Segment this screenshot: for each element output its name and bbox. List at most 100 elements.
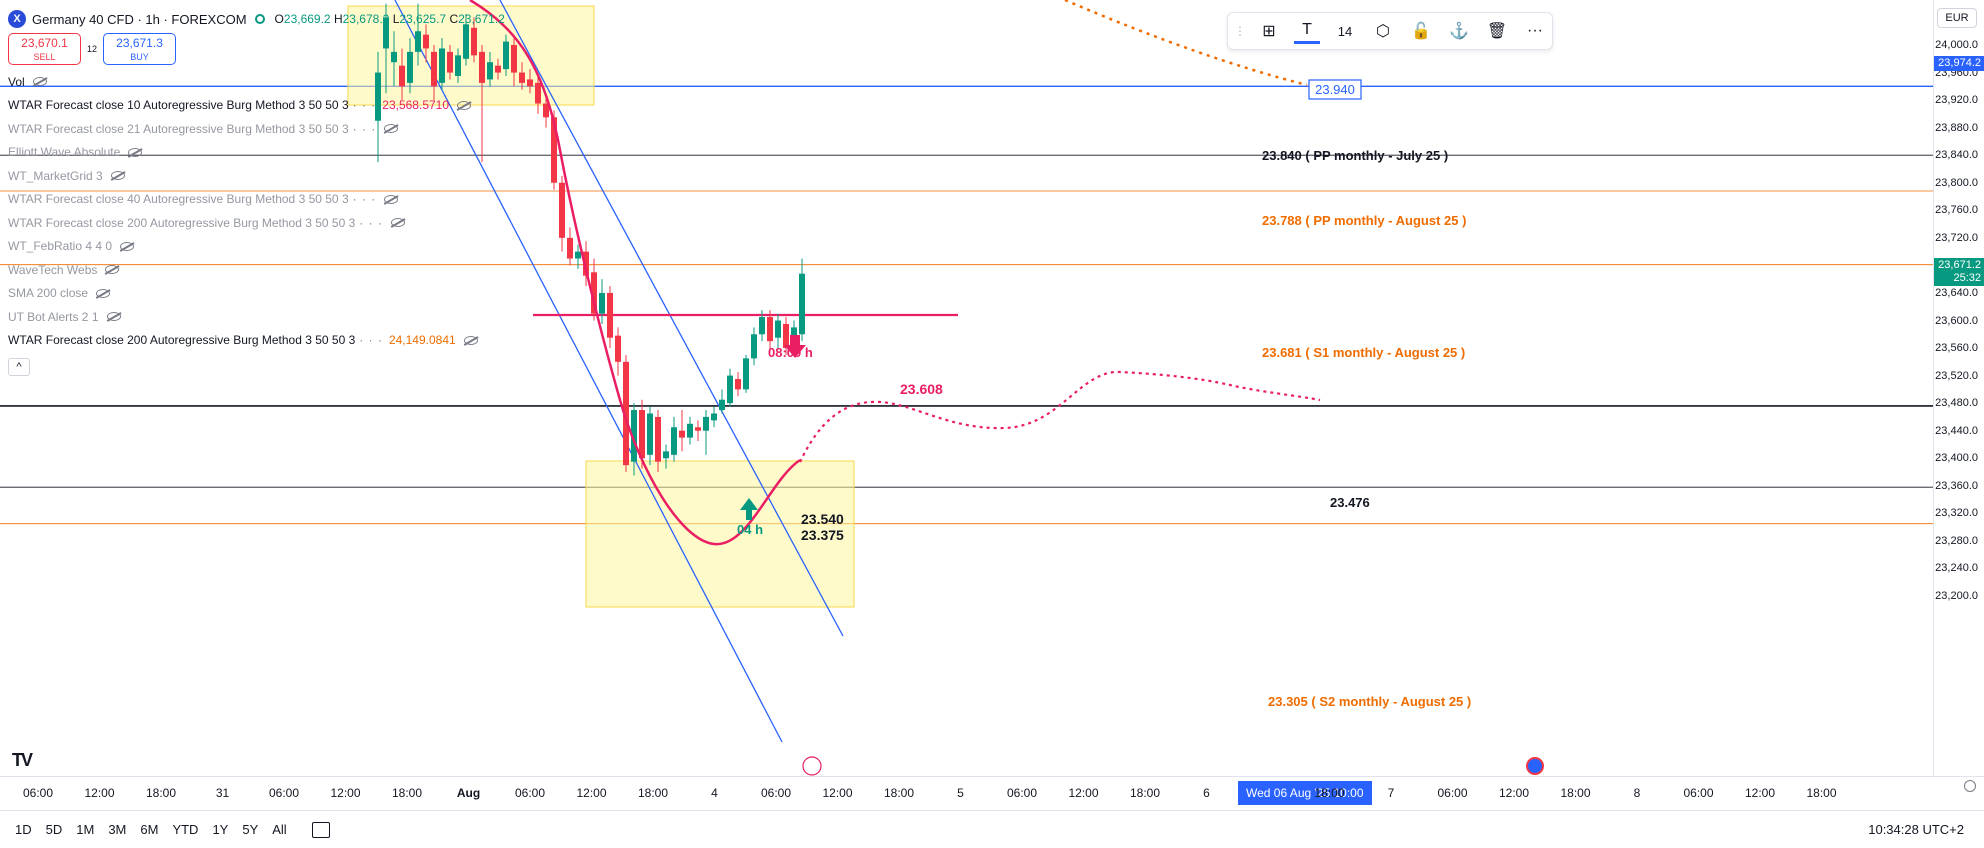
- indicator-row[interactable]: WTAR Forecast close 40 Autoregressive Bu…: [8, 188, 478, 212]
- gear-icon[interactable]: [1964, 780, 1976, 792]
- trash-icon[interactable]: 🗑: [1484, 18, 1510, 44]
- drawing-toolbar[interactable]: ⋮ ⊞ T 14 ⬡ 🔓 ⚓ 🗑 ···: [1227, 12, 1553, 50]
- channel-line-lower: [394, 0, 783, 743]
- range-button-ytd[interactable]: YTD: [172, 822, 199, 837]
- zone-box-lower: [585, 460, 855, 608]
- range-button-all[interactable]: All: [272, 822, 287, 837]
- label-08h: 08:00 h: [768, 345, 813, 360]
- range-button-6m[interactable]: 6M: [140, 822, 159, 837]
- time-tick-label: 12:00: [84, 786, 115, 800]
- time-tick-label: 12:00: [1068, 786, 1099, 800]
- channel-line-upper: [499, 0, 844, 637]
- candle-body: [767, 317, 773, 342]
- buy-button[interactable]: 23,671.3 BUY: [103, 33, 177, 65]
- symbol-row[interactable]: X Germany 40 CFD · 1h · FOREXCOM O23,669…: [8, 8, 505, 30]
- price-scale[interactable]: 24,000.0 23,960.0 23,920.0 23,880.0 23,840.0…: [1933, 0, 1984, 776]
- label-pp-august: 23.788 ( PP monthly - August 25 ): [1262, 213, 1466, 228]
- price-chart[interactable]: 23.940 23.840 ( PP monthly - July 25 ) 23.…: [0, 0, 1933, 776]
- tradingview-logo-icon[interactable]: TV: [12, 750, 33, 770]
- indicator-row[interactable]: WT_MarketGrid 3: [8, 164, 478, 188]
- candle-body: [447, 51, 453, 73]
- clock[interactable]: 10:34:28 UTC+2: [1868, 822, 1964, 837]
- hidden-eye-icon[interactable]: [384, 124, 399, 134]
- candle-body: [655, 416, 661, 462]
- time-tick-label: 12:00: [576, 786, 607, 800]
- time-tick-label: 12:00: [330, 786, 361, 800]
- font-size[interactable]: 14: [1332, 18, 1358, 44]
- indicator-row[interactable]: WTAR Forecast close 21 Autoregressive Bu…: [8, 117, 478, 141]
- time-axis[interactable]: Wed 06 Aug '25 10:00 06:00 12:00 18:00 31 06…: [0, 776, 1984, 810]
- candle-body: [479, 51, 485, 83]
- range-button-5d[interactable]: 5D: [45, 822, 63, 837]
- indicator-name: WaveTech Webs: [8, 262, 98, 277]
- hidden-eye-icon[interactable]: [106, 312, 121, 322]
- symbol-title[interactable]: Germany 40 CFD · 1h · FOREXCOM: [32, 11, 247, 27]
- label-23540: 23.540: [801, 511, 844, 527]
- time-tick-label: 06:00: [22, 786, 54, 800]
- bottom-toolbar: 1D 5D 1M 3M 6M YTD 1Y 5Y All 10:34:28 UTC+2: [0, 810, 1984, 848]
- indicator-row[interactable]: WaveTech Webs: [8, 258, 478, 282]
- lock-icon[interactable]: 🔓: [1408, 18, 1434, 44]
- candle-body: [703, 416, 709, 431]
- hidden-eye-icon[interactable]: [128, 147, 143, 157]
- templates-icon[interactable]: ⊞: [1256, 18, 1282, 44]
- range-button-5y[interactable]: 5Y: [242, 822, 259, 837]
- symbol-legend: X Germany 40 CFD · 1h · FOREXCOM O23,669…: [8, 8, 505, 30]
- indicator-name: Vol: [8, 74, 25, 89]
- hidden-eye-icon[interactable]: [384, 194, 399, 204]
- anchor-icon[interactable]: ⚓: [1446, 18, 1472, 44]
- collapse-legend-button[interactable]: ^: [8, 358, 30, 376]
- candle-body: [559, 182, 565, 238]
- candle-body: [551, 117, 557, 183]
- hidden-eye-icon[interactable]: [390, 218, 405, 228]
- indicator-row[interactable]: WTAR Forecast close 10 Autoregressive Bu…: [8, 94, 478, 118]
- candle-body: [663, 451, 669, 459]
- label-23476: 23.476: [1330, 495, 1370, 510]
- buy-label: BUY: [130, 52, 149, 62]
- hidden-eye-icon[interactable]: [96, 288, 111, 298]
- price-tick-label: 23,640.0: [1935, 286, 1978, 299]
- time-tick-label: 06:00: [268, 786, 300, 800]
- indicator-row[interactable]: WTAR Forecast close 200 Autoregressive B…: [8, 329, 478, 353]
- hidden-eye-icon[interactable]: [110, 171, 125, 181]
- candle-body: [399, 65, 405, 87]
- current-price: 23,671.2: [1938, 259, 1981, 272]
- indicator-row[interactable]: WTAR Forecast close 200 Autoregressive B…: [8, 211, 478, 235]
- indicator-more-icon: · · ·: [352, 192, 377, 207]
- indicator-name: WT_FebRatio 4 4 0: [8, 239, 113, 254]
- range-button-1y[interactable]: 1Y: [212, 822, 229, 837]
- more-icon[interactable]: ···: [1522, 18, 1548, 44]
- candle-body: [687, 423, 693, 438]
- hidden-eye-icon[interactable]: [120, 241, 135, 251]
- label-23608: 23.608: [900, 381, 943, 397]
- calendar-icon[interactable]: [311, 821, 330, 838]
- candle-body: [407, 51, 413, 83]
- text-color-icon[interactable]: T: [1294, 18, 1320, 44]
- indicator-row[interactable]: WT_FebRatio 4 4 0: [8, 235, 478, 259]
- range-button-3m[interactable]: 3M: [108, 822, 127, 837]
- range-button-1d[interactable]: 1D: [15, 822, 32, 837]
- hidden-eye-icon[interactable]: [32, 77, 47, 87]
- candle-body: [799, 273, 805, 335]
- hidden-eye-icon[interactable]: [105, 265, 120, 275]
- candle-body: [415, 31, 421, 52]
- drag-grip-icon: ⋮: [1234, 24, 1246, 38]
- currency-button[interactable]: EUR: [1937, 8, 1977, 28]
- chart-pane[interactable]: 23.940 23.840 ( PP monthly - July 25 ) 23.…: [0, 0, 1933, 776]
- price-tick-label: 23,880.0: [1935, 121, 1978, 134]
- time-tick-label: 31: [215, 786, 230, 800]
- sell-button[interactable]: 23,670.1 SELL: [8, 33, 81, 65]
- candle-body: [751, 334, 757, 359]
- hidden-eye-icon[interactable]: [463, 335, 478, 345]
- indicator-row[interactable]: Elliott Wave Absolute: [8, 141, 478, 165]
- indicator-row[interactable]: SMA 200 close: [8, 282, 478, 306]
- indicator-row[interactable]: UT Bot Alerts 2 1: [8, 305, 478, 329]
- candle-body: [607, 292, 613, 338]
- hidden-eye-icon[interactable]: [457, 100, 472, 110]
- settings-icon[interactable]: ⬡: [1370, 18, 1396, 44]
- trade-panel: 23,670.1 SELL 12 23,671.3 BUY: [8, 33, 177, 65]
- candle-body: [743, 358, 749, 390]
- indicator-more-icon: · · ·: [352, 121, 377, 136]
- range-button-1m[interactable]: 1M: [76, 822, 95, 837]
- indicator-row[interactable]: Vol: [8, 70, 478, 94]
